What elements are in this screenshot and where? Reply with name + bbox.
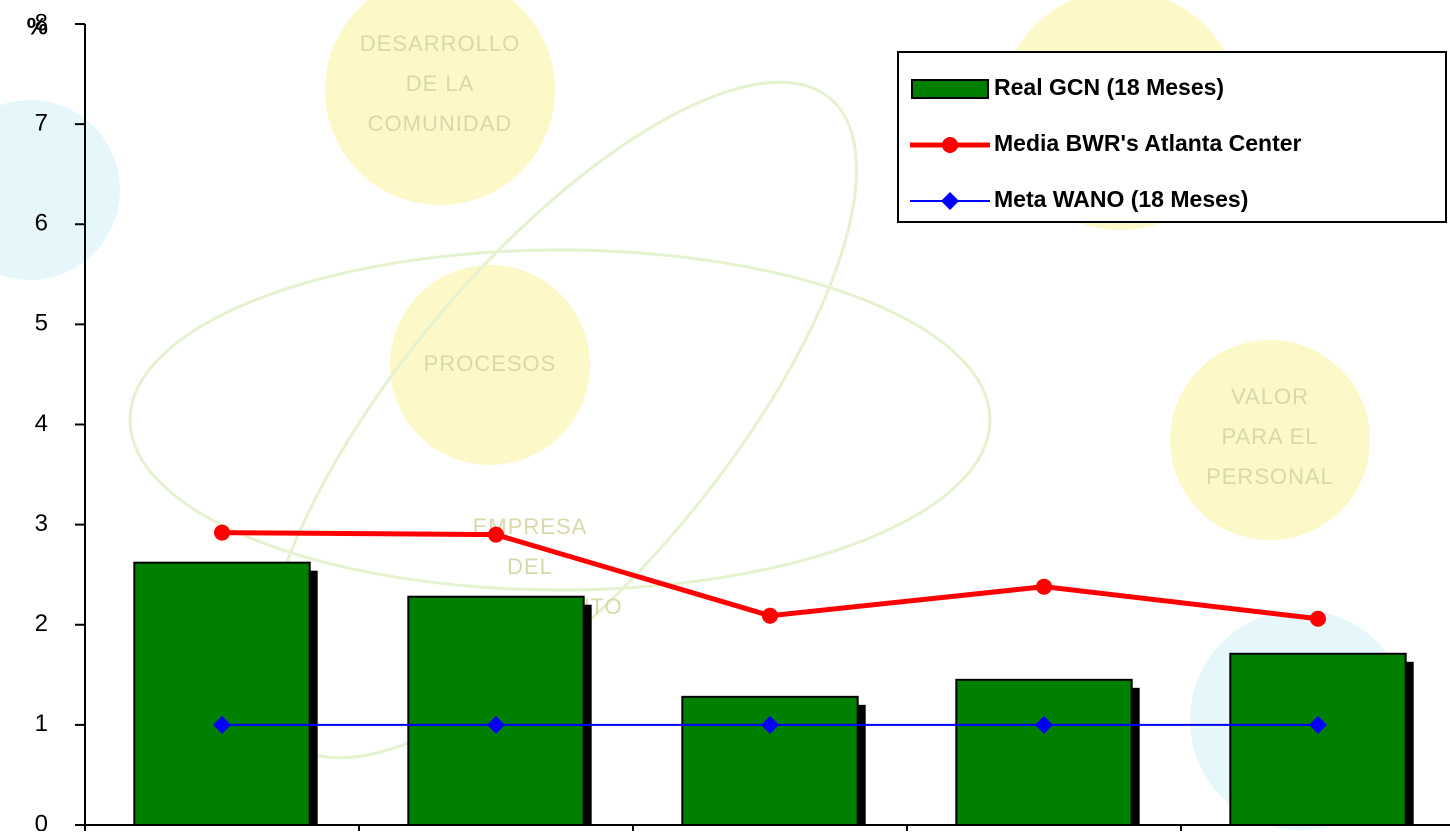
watermark-text: VALOR bbox=[1231, 384, 1309, 409]
legend-label: Real GCN (18 Meses) bbox=[994, 74, 1224, 100]
watermark-text: PERSONAL bbox=[1206, 464, 1334, 489]
legend-label: Meta WANO (18 Meses) bbox=[994, 186, 1248, 212]
marker bbox=[487, 715, 505, 734]
marker bbox=[213, 715, 231, 734]
y-tick-label: 1 bbox=[35, 710, 48, 737]
bar bbox=[681, 695, 859, 827]
bg-circle bbox=[325, 0, 555, 205]
watermark-text: DEL bbox=[507, 554, 553, 579]
legend-label: Media BWR's Atlanta Center bbox=[994, 130, 1302, 156]
marker bbox=[941, 192, 959, 210]
bar bbox=[133, 561, 311, 826]
marker bbox=[1036, 578, 1052, 595]
legend-swatch bbox=[911, 79, 989, 99]
y-tick-label: 3 bbox=[35, 510, 48, 537]
y-tick-label: 6 bbox=[35, 210, 48, 237]
y-tick-label: 7 bbox=[35, 109, 48, 136]
watermark-text: PROCESOS bbox=[424, 351, 557, 376]
bar bbox=[1229, 652, 1407, 826]
legend: Real GCN (18 Meses) Media BWR's Atlanta C… bbox=[897, 51, 1447, 223]
y-tick-label: 8 bbox=[35, 9, 48, 36]
legend-box bbox=[897, 51, 1447, 223]
y-tick-label: 0 bbox=[35, 810, 48, 831]
marker bbox=[1310, 610, 1326, 627]
marker bbox=[1035, 715, 1053, 734]
marker bbox=[488, 526, 504, 543]
y-axis-label: % bbox=[27, 13, 48, 40]
bg-orbit bbox=[128, 248, 992, 592]
bg-circle bbox=[1170, 340, 1370, 540]
y-tick-label: 5 bbox=[35, 310, 48, 337]
watermark-text: PARA EL bbox=[1221, 424, 1318, 449]
marker bbox=[942, 137, 958, 153]
y-tick-label: 2 bbox=[35, 610, 48, 637]
bar bbox=[955, 678, 1133, 826]
marker bbox=[761, 715, 779, 734]
marker bbox=[762, 607, 778, 624]
bar bbox=[407, 595, 585, 827]
watermark-text: DE LA bbox=[406, 71, 475, 96]
watermark-text: DESARROLLO bbox=[360, 31, 520, 56]
marker bbox=[214, 524, 230, 541]
y-tick-label: 4 bbox=[35, 410, 48, 437]
marker bbox=[1309, 715, 1327, 734]
watermark-text: COMUNIDAD bbox=[368, 111, 513, 136]
bg-circle bbox=[0, 100, 120, 280]
